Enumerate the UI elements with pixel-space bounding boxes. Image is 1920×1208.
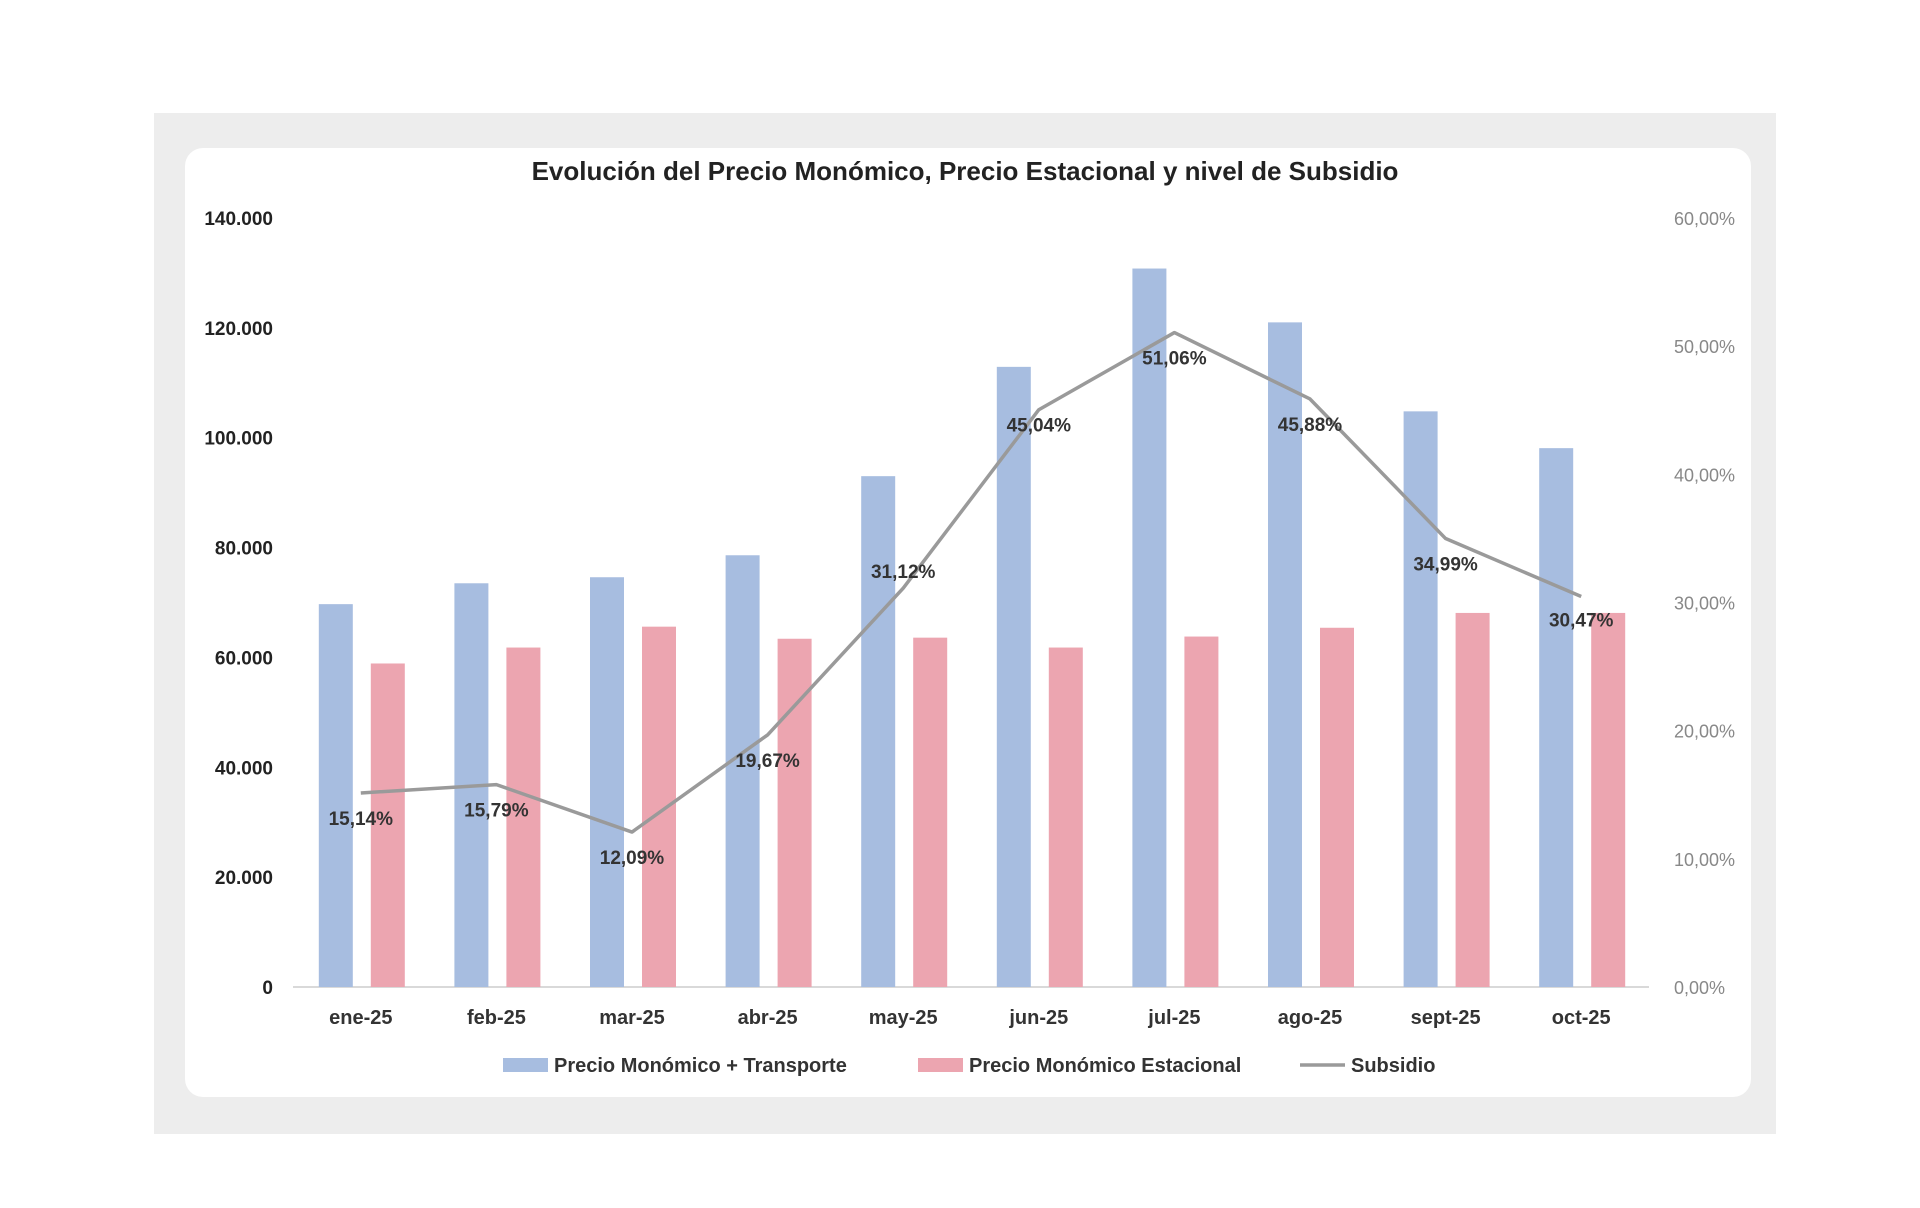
- bar-monomico-estacional: [642, 626, 676, 987]
- subsidio-data-label: 45,04%: [1007, 416, 1072, 437]
- left-axis-tick-label: 0: [262, 978, 273, 999]
- bar-monomico-estacional: [777, 638, 812, 987]
- right-axis-tick-label: 20,00%: [1674, 722, 1735, 742]
- right-axis-tick-label: 40,00%: [1674, 465, 1735, 485]
- bar-monomico-estacional: [1455, 612, 1490, 987]
- subsidio-data-label: 51,06%: [1142, 349, 1207, 370]
- x-axis-tick-label: may-25: [869, 1007, 938, 1029]
- left-axis-tick-label: 20.000: [215, 868, 273, 889]
- right-axis-tick-label: 10,00%: [1674, 850, 1735, 870]
- left-axis-tick-label: 80.000: [215, 539, 273, 560]
- subsidio-data-label: 30,47%: [1549, 610, 1614, 631]
- bar-monomico-transporte: [318, 604, 353, 987]
- subsidio-data-label: 15,79%: [464, 801, 529, 822]
- subsidio-data-label: 45,88%: [1278, 415, 1343, 436]
- chart-card: [185, 148, 1751, 1097]
- bar-monomico-transporte: [996, 366, 1031, 987]
- bar-monomico-estacional: [913, 637, 948, 987]
- left-axis-tick-label: 60.000: [215, 648, 273, 669]
- subsidio-data-label: 19,67%: [735, 751, 800, 772]
- left-axis-tick-label: 100.000: [204, 429, 273, 450]
- bar-monomico-transporte: [861, 476, 896, 987]
- bar-monomico-estacional: [1591, 612, 1626, 987]
- x-axis-tick-label: mar-25: [599, 1007, 665, 1029]
- bar-monomico-transporte: [1403, 411, 1438, 987]
- legend-label: Precio Monómico Estacional: [969, 1055, 1241, 1077]
- subsidio-data-label: 12,09%: [600, 848, 665, 869]
- x-axis-tick-label: ene-25: [329, 1007, 392, 1029]
- bar-monomico-transporte: [1539, 448, 1574, 987]
- x-axis-tick-label: ago-25: [1278, 1007, 1342, 1029]
- subsidio-data-label: 15,14%: [329, 809, 394, 830]
- legend-label: Precio Monómico + Transporte: [554, 1055, 847, 1077]
- bar-monomico-estacional: [370, 663, 405, 987]
- x-axis-tick-label: sept-25: [1411, 1007, 1481, 1029]
- left-axis-tick-label: 140.000: [204, 209, 273, 230]
- x-axis-tick-label: feb-25: [467, 1007, 526, 1029]
- legend-label: Subsidio: [1351, 1055, 1435, 1077]
- legend-swatch: [503, 1058, 548, 1072]
- legend-swatch: [918, 1058, 963, 1072]
- bar-monomico-estacional: [1320, 627, 1354, 987]
- subsidio-data-label: 31,12%: [871, 562, 936, 583]
- chart-title: Evolución del Precio Monómico, Precio Es…: [532, 156, 1399, 186]
- bar-monomico-transporte: [1132, 268, 1167, 987]
- x-axis-tick-label: jun-25: [1008, 1007, 1068, 1029]
- bar-monomico-transporte: [725, 555, 760, 987]
- bar-monomico-estacional: [1048, 647, 1083, 987]
- subsidio-data-label: 34,99%: [1413, 555, 1478, 576]
- right-axis-tick-label: 50,00%: [1674, 337, 1735, 357]
- subsidio-line: [360, 330, 1582, 834]
- right-axis-tick-label: 0,00%: [1674, 978, 1725, 998]
- left-axis-tick-label: 120.000: [204, 319, 273, 340]
- right-axis-tick-label: 60,00%: [1674, 209, 1735, 229]
- right-axis-tick-label: 30,00%: [1674, 594, 1735, 614]
- x-axis-tick-label: oct-25: [1552, 1007, 1611, 1029]
- left-axis-tick-label: 40.000: [215, 758, 273, 779]
- x-axis-tick-label: jul-25: [1147, 1007, 1200, 1029]
- x-axis-tick-label: abr-25: [738, 1007, 798, 1029]
- bar-monomico-estacional: [506, 647, 541, 987]
- bar-monomico-estacional: [1184, 636, 1219, 987]
- bar-monomico-transporte: [590, 577, 624, 987]
- bar-monomico-transporte: [1268, 322, 1302, 988]
